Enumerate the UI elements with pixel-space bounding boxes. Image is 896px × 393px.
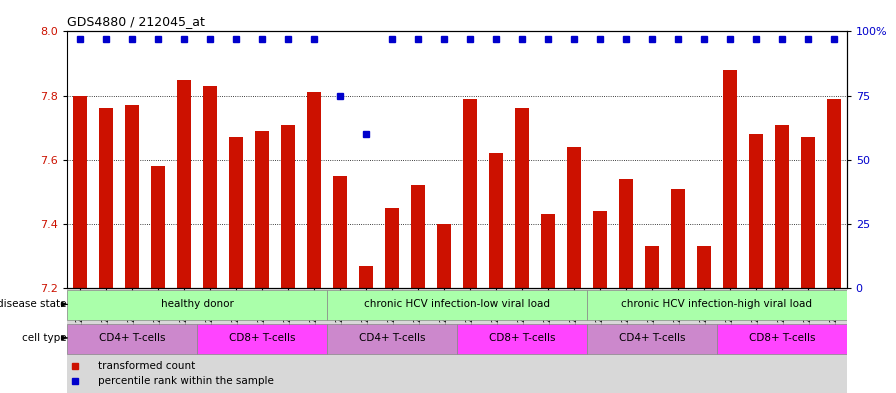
Bar (411, 185, 425, 288)
Bar (203, 86, 217, 288)
Text: GDS4880 / 212045_at: GDS4880 / 212045_at (67, 15, 205, 28)
Text: CD4+ T-cells: CD4+ T-cells (99, 333, 166, 343)
Bar (333, 176, 347, 288)
Text: transformed count: transformed count (99, 360, 195, 371)
Bar (99, 108, 113, 288)
Bar (567, 147, 581, 288)
Bar (775, 125, 788, 288)
Bar (619, 179, 633, 288)
Bar (515, 108, 529, 288)
Bar (697, 246, 711, 288)
Bar (125, 105, 139, 288)
Bar (489, 153, 503, 288)
Bar (587, 290, 847, 320)
Text: disease state: disease state (0, 299, 66, 309)
Bar (327, 290, 587, 320)
Bar (457, 323, 587, 354)
Bar (307, 92, 321, 288)
Bar (593, 211, 607, 288)
Bar (73, 95, 87, 288)
Bar (801, 137, 814, 288)
Text: CD4+ T-cells: CD4+ T-cells (618, 333, 685, 343)
Bar (385, 208, 399, 288)
Bar (67, 290, 327, 320)
Bar (723, 70, 737, 288)
Text: CD4+ T-cells: CD4+ T-cells (358, 333, 426, 343)
Bar (437, 224, 451, 288)
Bar (177, 79, 191, 288)
Bar (587, 323, 717, 354)
Text: CD8+ T-cells: CD8+ T-cells (488, 333, 556, 343)
Text: CD8+ T-cells: CD8+ T-cells (228, 333, 296, 343)
Bar (255, 131, 269, 288)
Text: chronic HCV infection-low viral load: chronic HCV infection-low viral load (364, 299, 550, 309)
Bar (359, 266, 373, 288)
Bar (541, 214, 555, 288)
Bar (151, 166, 165, 288)
Bar (327, 323, 457, 354)
Text: healthy donor: healthy donor (160, 299, 234, 309)
Bar (749, 134, 762, 288)
Bar (645, 246, 659, 288)
Text: CD8+ T-cells: CD8+ T-cells (748, 333, 815, 343)
Bar (229, 137, 243, 288)
Bar (281, 125, 295, 288)
Text: percentile rank within the sample: percentile rank within the sample (99, 376, 274, 386)
Bar (717, 323, 847, 354)
Bar (671, 189, 685, 288)
Text: chronic HCV infection-high viral load: chronic HCV infection-high viral load (621, 299, 813, 309)
Bar (827, 99, 840, 288)
Bar (67, 323, 197, 354)
Text: cell type: cell type (22, 333, 66, 343)
Bar (463, 99, 477, 288)
Bar (197, 323, 327, 354)
